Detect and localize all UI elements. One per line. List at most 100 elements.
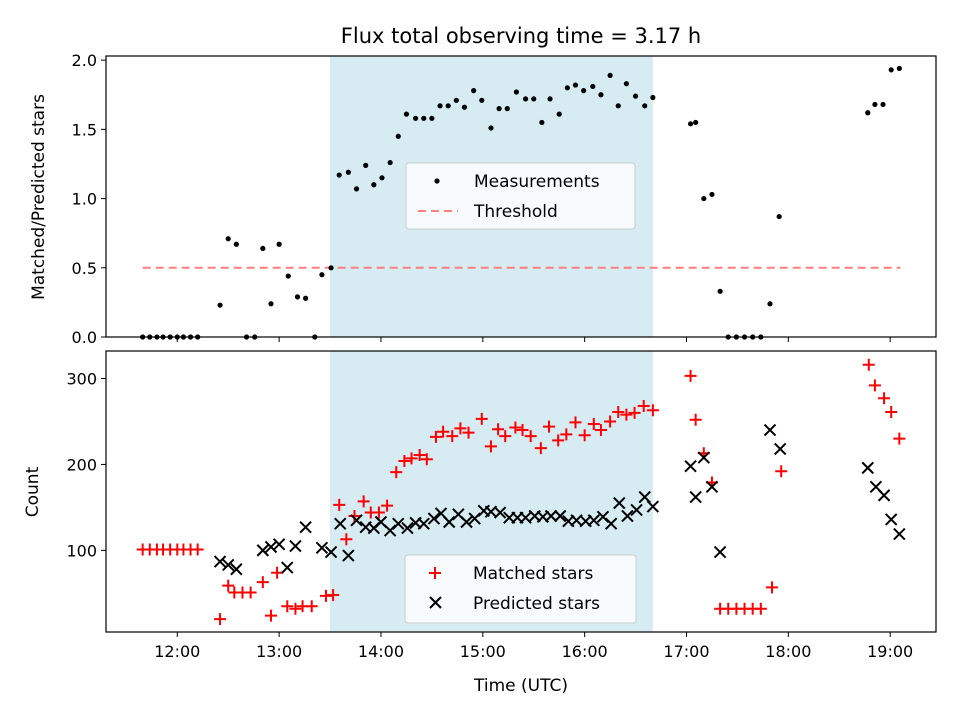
predicted-star-point [427, 512, 441, 525]
bottom-axes-frame [105, 350, 937, 633]
legend-measurements-marker [434, 178, 440, 184]
top-legend-box [405, 162, 636, 230]
predicted-star-point [350, 514, 363, 527]
predicted-star-point [324, 545, 338, 559]
predicted-star-point [884, 513, 898, 526]
measurement-point [371, 182, 377, 188]
x-tick-label: 12:00 [154, 642, 200, 661]
predicted-star-point [334, 517, 347, 530]
matched-star-point [604, 415, 617, 428]
measurement-point [556, 111, 562, 117]
predicted-star-point [213, 555, 227, 568]
matched-star-point [420, 453, 433, 466]
matched-star-point [878, 392, 891, 405]
legend-threshold-label: Threshold [473, 202, 558, 222]
matched-star-point [628, 406, 641, 419]
measurement-point [488, 125, 494, 131]
matched-star-point [612, 406, 625, 419]
bottom-legend: Matched stars Predicted stars [404, 554, 637, 624]
legend-predicted-marker [429, 596, 442, 609]
predicted-stars-points [213, 423, 906, 576]
matched-star-point [191, 543, 204, 556]
matched-star-point [437, 425, 450, 438]
measurement-point [709, 191, 715, 198]
matched-star-point [244, 586, 257, 599]
measurement-point [233, 241, 239, 247]
matched-star-point [475, 412, 488, 425]
measurement-points [140, 65, 902, 340]
legend-matched-marker [429, 567, 441, 579]
predicted-star-point [272, 538, 286, 551]
measurement-point [421, 115, 427, 121]
measurement-point [539, 119, 545, 126]
matched-star-point [372, 506, 385, 519]
measurement-point [642, 103, 648, 109]
measurement-point [363, 162, 369, 168]
count-panel: 100 200 300 12:00 13:00 14:00 15:00 16:00 17:00… [23, 350, 937, 696]
x-tick-label: 17:00 [663, 642, 709, 661]
measurement-point [353, 186, 360, 192]
matched-star-point [868, 379, 881, 392]
matched-star-point [398, 454, 411, 467]
matched-star-point [446, 430, 459, 443]
predicted-star-point [442, 515, 456, 529]
top-y-tick-label: 0.5 [72, 259, 97, 278]
predicted-star-point [554, 509, 567, 523]
measurement-point [896, 65, 902, 72]
matched-star-point [429, 430, 442, 443]
matched-star-point [271, 566, 284, 579]
predicted-star-point [299, 520, 312, 534]
matched-star-point [305, 600, 318, 613]
top-y-tick-label: 1.0 [72, 190, 97, 209]
top-y-tick-label: 2.0 [72, 51, 97, 70]
measurement-point [717, 288, 723, 294]
measurement-point [872, 101, 878, 108]
matched-star-point [766, 581, 779, 594]
predicted-star-point [401, 521, 414, 535]
matched-star-point [484, 440, 497, 453]
legend-predicted-label: Predicted stars [473, 594, 600, 614]
matched-star-point [560, 428, 573, 441]
predicted-star-point [621, 509, 634, 523]
measurement-point [496, 106, 502, 112]
bottom-y-tick-label: 100 [66, 541, 97, 560]
matched-star-point [637, 399, 650, 412]
predicted-star-point [264, 540, 278, 554]
measurement-point [607, 72, 613, 78]
matched-star-point [492, 423, 505, 436]
matched-star-point [893, 432, 906, 445]
matched-star-point [462, 426, 475, 439]
matched-star-point [499, 430, 512, 443]
x-tick-label: 15:00 [460, 642, 506, 661]
matched-star-point [569, 416, 582, 429]
predicted-star-point [705, 480, 719, 493]
measurement-point [888, 67, 894, 73]
matched-star-point [357, 495, 370, 508]
measurement-point [471, 88, 477, 94]
predicted-star-point [684, 459, 697, 473]
matched-star-point [340, 533, 353, 546]
matched-star-point [689, 413, 702, 426]
top-y-axis-label: Matched/Predicted stars [29, 94, 49, 300]
matched-star-point [222, 579, 235, 592]
matched-star-point [333, 498, 346, 511]
measurement-point [379, 175, 385, 181]
measurement-point [531, 96, 537, 102]
predicted-star-point [222, 558, 235, 572]
matched-star-point [214, 613, 227, 626]
predicted-star-point [544, 509, 558, 523]
measurement-point [437, 103, 443, 109]
predicted-star-point [697, 451, 711, 464]
bottom-y-tick-label: 200 [66, 455, 97, 474]
measurement-point [445, 103, 451, 109]
legend-measurements-label: Measurements [474, 172, 600, 192]
matched-star-point [552, 434, 565, 447]
predicted-star-point [460, 515, 473, 529]
top-y-tick-label: 1.5 [72, 120, 97, 139]
measurement-point [632, 93, 639, 99]
top-legend: Measurements Threshold [405, 162, 636, 230]
matched-star-point [775, 465, 788, 478]
measurement-point [319, 272, 325, 278]
measurement-point [328, 265, 334, 271]
top-x-tick-marks [176, 337, 891, 342]
